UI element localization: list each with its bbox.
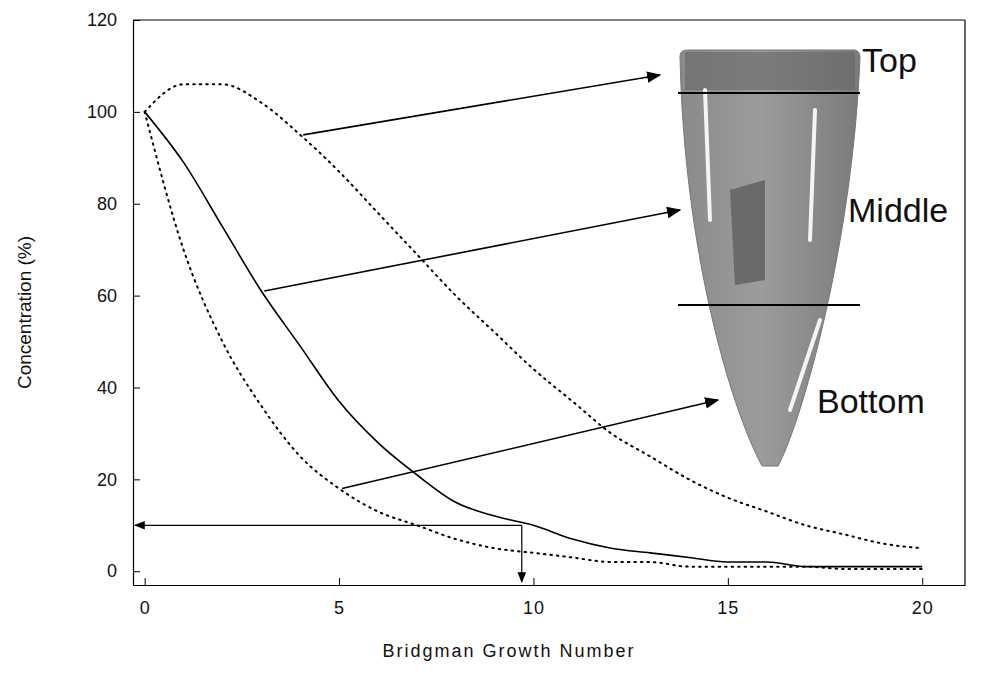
y-tick-label: 20	[97, 470, 117, 490]
y-axis: 0 20 40 60 80 100 120	[87, 10, 140, 585]
y-tick-label: 100	[87, 102, 117, 122]
lines	[145, 84, 923, 569]
y-tick: 100	[87, 102, 140, 122]
x-tick-label: 20	[912, 598, 934, 618]
label-arrow	[264, 210, 680, 291]
series-line	[145, 84, 923, 548]
crystal-highlight	[810, 110, 815, 240]
y-tick: 80	[97, 194, 140, 214]
x-axis: 0 5 10 15 20	[134, 578, 966, 618]
y-axis-line	[133, 21, 134, 586]
x-tick: 5	[334, 578, 345, 618]
x-tick: 15	[717, 578, 739, 618]
x-tick-label: 10	[523, 598, 545, 618]
crystal-divider	[678, 92, 860, 94]
y-tick-label: 60	[97, 286, 117, 306]
guide-arrow	[521, 525, 522, 582]
y-tick-label: 40	[97, 378, 117, 398]
x-tick: 10	[523, 578, 545, 618]
y-tick-mark	[133, 571, 140, 572]
y-tick: 20	[97, 470, 140, 490]
y-tick: 60	[97, 286, 140, 306]
guide-arrow	[135, 525, 522, 526]
x-tick-mark	[728, 578, 729, 585]
y-axis-title: Concentration (%)	[14, 236, 35, 389]
x-tick-mark	[922, 578, 923, 585]
frame-top	[133, 19, 965, 20]
y-tick: 40	[97, 378, 140, 398]
y-tick-mark	[133, 112, 140, 113]
y-tick-label: 0	[107, 561, 117, 581]
y-tick: 120	[87, 10, 140, 30]
y-tick-mark	[133, 387, 140, 388]
x-tick-label: 0	[140, 598, 151, 618]
crystal-top-dark	[685, 52, 855, 90]
series-label: Middle	[848, 191, 948, 229]
series-line	[145, 112, 923, 567]
series-line	[145, 112, 923, 569]
crystal-divider	[678, 304, 860, 306]
y-tick-mark	[133, 296, 140, 297]
y-tick-mark	[133, 204, 140, 205]
x-axis-line	[134, 585, 966, 586]
y-tick-mark	[133, 479, 140, 480]
chart: 0 5 10 15 20 0 20 40 60 80 100 120 Bridgman Growth N…	[0, 0, 984, 682]
x-tick: 20	[912, 578, 934, 618]
crystal-core	[730, 180, 765, 285]
x-tick: 0	[140, 578, 151, 618]
x-tick-mark	[145, 578, 146, 585]
crystal-highlight	[705, 90, 710, 220]
series-label: Bottom	[817, 382, 925, 420]
x-tick-mark	[339, 578, 340, 585]
x-tick-label: 15	[717, 598, 739, 618]
x-tick-label: 5	[334, 598, 345, 618]
series-label: Top	[862, 41, 917, 79]
plot: 0 5 10 15 20 0 20 40 60 80 100 120 Bridgman Growth N…	[14, 10, 966, 661]
x-axis-title: Bridgman Growth Number	[382, 641, 635, 661]
y-tick-label: 80	[97, 194, 117, 214]
label-arrow	[342, 400, 718, 489]
crystal-highlight	[790, 320, 820, 410]
x-tick-mark	[533, 578, 534, 585]
y-tick: 0	[107, 561, 140, 581]
frame-right	[964, 20, 965, 585]
label-arrow	[303, 75, 660, 135]
y-tick-label: 120	[87, 10, 117, 30]
